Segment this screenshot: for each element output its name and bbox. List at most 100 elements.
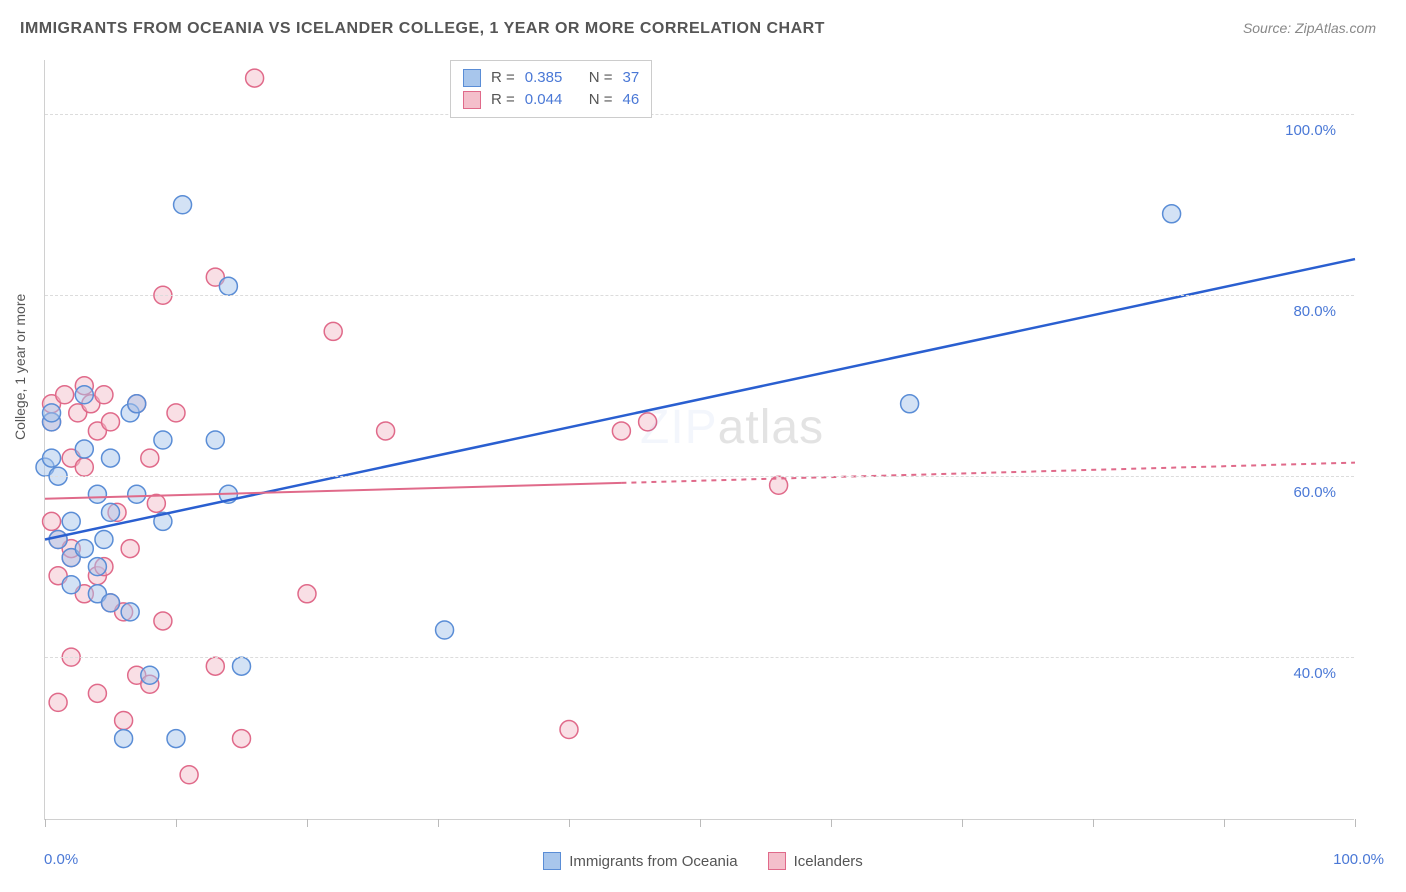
legend-stat-row: R = 0.385 N = 37 [463, 67, 639, 89]
r-value: 0.044 [525, 89, 579, 111]
legend-stats: R = 0.385 N = 37 R = 0.044 N = 46 [450, 60, 652, 118]
data-point [62, 512, 80, 530]
data-point [121, 540, 139, 558]
data-point [324, 322, 342, 340]
data-point [75, 540, 93, 558]
data-point [233, 730, 251, 748]
data-point [246, 69, 264, 87]
data-point [167, 730, 185, 748]
x-tick [45, 819, 46, 827]
x-tick-label-max: 100.0% [1333, 851, 1384, 868]
data-point [167, 404, 185, 422]
data-point [128, 485, 146, 503]
data-point [219, 277, 237, 295]
x-tick [438, 819, 439, 827]
data-point [43, 512, 61, 530]
x-tick [1093, 819, 1094, 827]
source-attribution: Source: ZipAtlas.com [1243, 20, 1376, 36]
legend-swatch [768, 852, 786, 870]
data-point [115, 730, 133, 748]
data-point [43, 449, 61, 467]
data-point [75, 440, 93, 458]
r-label: R = [491, 67, 515, 89]
gridline-h [45, 657, 1354, 658]
data-point [95, 531, 113, 549]
data-point [75, 386, 93, 404]
data-point [121, 603, 139, 621]
data-point [154, 612, 172, 630]
data-point [95, 386, 113, 404]
regression-line [45, 259, 1355, 539]
n-value: 46 [623, 89, 640, 111]
x-tick [962, 819, 963, 827]
data-point [49, 693, 67, 711]
n-label: N = [589, 67, 613, 89]
data-point [102, 413, 120, 431]
x-tick [569, 819, 570, 827]
data-point [147, 494, 165, 512]
chart-title: IMMIGRANTS FROM OCEANIA VS ICELANDER COL… [20, 20, 825, 38]
gridline-h [45, 295, 1354, 296]
plot-svg [45, 60, 1354, 819]
legend-series-label: Immigrants from Oceania [569, 853, 737, 870]
legend-series-item: Icelanders [768, 852, 863, 870]
data-point [62, 576, 80, 594]
y-axis-label: College, 1 year or more [12, 294, 28, 440]
data-point [141, 449, 159, 467]
data-point [141, 666, 159, 684]
data-point [901, 395, 919, 413]
regression-line-dashed [621, 463, 1355, 483]
x-tick [307, 819, 308, 827]
x-tick [1224, 819, 1225, 827]
data-point [88, 558, 106, 576]
x-tick [700, 819, 701, 827]
gridline-h [45, 114, 1354, 115]
data-point [377, 422, 395, 440]
data-point [174, 196, 192, 214]
data-point [298, 585, 316, 603]
data-point [639, 413, 657, 431]
data-point [75, 458, 93, 476]
n-value: 37 [623, 67, 640, 89]
y-tick-label: 80.0% [1293, 303, 1336, 320]
data-point [1163, 205, 1181, 223]
y-tick-label: 60.0% [1293, 484, 1336, 501]
data-point [102, 594, 120, 612]
data-point [233, 657, 251, 675]
gridline-h [45, 476, 1354, 477]
y-tick-label: 40.0% [1293, 665, 1336, 682]
n-label: N = [589, 89, 613, 111]
y-tick-label: 100.0% [1285, 122, 1336, 139]
x-tick [831, 819, 832, 827]
data-point [612, 422, 630, 440]
data-point [56, 386, 74, 404]
data-point [102, 449, 120, 467]
legend-series: Immigrants from Oceania Icelanders [0, 852, 1406, 870]
r-label: R = [491, 89, 515, 111]
plot-area: 40.0% 60.0% 80.0% 100.0% [44, 60, 1354, 820]
x-tick [176, 819, 177, 827]
data-point [115, 711, 133, 729]
chart-container: IMMIGRANTS FROM OCEANIA VS ICELANDER COL… [0, 0, 1406, 892]
data-point [88, 684, 106, 702]
legend-swatch [543, 852, 561, 870]
data-point [206, 431, 224, 449]
data-point [43, 404, 61, 422]
legend-series-label: Icelanders [794, 853, 863, 870]
legend-series-item: Immigrants from Oceania [543, 852, 737, 870]
r-value: 0.385 [525, 67, 579, 89]
data-point [436, 621, 454, 639]
data-point [154, 431, 172, 449]
data-point [560, 721, 578, 739]
data-point [180, 766, 198, 784]
data-point [88, 485, 106, 503]
legend-stat-row: R = 0.044 N = 46 [463, 89, 639, 111]
x-tick [1355, 819, 1356, 827]
data-point [102, 503, 120, 521]
legend-swatch [463, 91, 481, 109]
data-point [49, 531, 67, 549]
data-point [206, 657, 224, 675]
legend-swatch [463, 69, 481, 87]
x-tick-label-min: 0.0% [44, 851, 78, 868]
data-point [128, 395, 146, 413]
